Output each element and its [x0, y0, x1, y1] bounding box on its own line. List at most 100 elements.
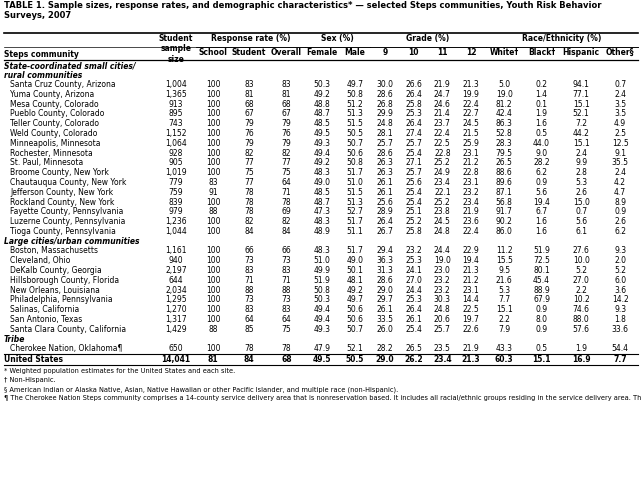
- Text: 19.4: 19.4: [533, 198, 550, 206]
- Text: 22.8: 22.8: [463, 168, 479, 177]
- Text: 25.4: 25.4: [405, 325, 422, 334]
- Text: 52.1: 52.1: [573, 109, 590, 119]
- Text: 3.5: 3.5: [614, 109, 626, 119]
- Text: Fayette County, Pennsylvania: Fayette County, Pennsylvania: [10, 207, 123, 216]
- Text: 26.2: 26.2: [404, 355, 423, 365]
- Text: 24.6: 24.6: [434, 100, 451, 109]
- Text: 5.2: 5.2: [575, 266, 587, 275]
- Text: 64: 64: [281, 315, 291, 324]
- Text: 26.4: 26.4: [405, 90, 422, 99]
- Text: 100: 100: [206, 119, 221, 128]
- Text: 51.3: 51.3: [346, 109, 363, 119]
- Text: 19.0: 19.0: [495, 90, 513, 99]
- Text: 22.5: 22.5: [434, 139, 451, 148]
- Text: 979: 979: [169, 207, 183, 216]
- Text: 71: 71: [281, 276, 291, 285]
- Text: 49.7: 49.7: [346, 295, 363, 305]
- Text: 5.0: 5.0: [498, 80, 510, 89]
- Text: 2.6: 2.6: [614, 217, 626, 226]
- Text: 3.5: 3.5: [614, 100, 626, 109]
- Text: Tioga County, Pennsylvania: Tioga County, Pennsylvania: [10, 227, 116, 236]
- Text: Male: Male: [344, 48, 365, 57]
- Text: 19.9: 19.9: [463, 90, 479, 99]
- Text: 49.7: 49.7: [346, 80, 363, 89]
- Text: 7.7: 7.7: [498, 295, 510, 305]
- Text: 25.3: 25.3: [405, 109, 422, 119]
- Text: 29.9: 29.9: [376, 109, 393, 119]
- Text: 100: 100: [206, 217, 221, 226]
- Text: 100: 100: [206, 129, 221, 138]
- Text: 25.3: 25.3: [405, 256, 422, 265]
- Text: 25.9: 25.9: [463, 139, 479, 148]
- Text: 2.2: 2.2: [498, 315, 510, 324]
- Text: 25.7: 25.7: [405, 168, 422, 177]
- Text: Grade (%): Grade (%): [406, 34, 449, 43]
- Text: 77: 77: [244, 178, 254, 187]
- Text: 50.6: 50.6: [346, 305, 363, 314]
- Text: 50.8: 50.8: [346, 90, 363, 99]
- Text: 29.7: 29.7: [376, 295, 393, 305]
- Text: 100: 100: [206, 285, 221, 294]
- Text: 759: 759: [169, 188, 183, 197]
- Text: 50.5: 50.5: [345, 355, 364, 365]
- Text: 82: 82: [244, 149, 254, 158]
- Text: 50.1: 50.1: [346, 266, 363, 275]
- Text: Teller County, Colorado: Teller County, Colorado: [10, 119, 99, 128]
- Text: 9.1: 9.1: [614, 149, 626, 158]
- Text: 2.5: 2.5: [614, 129, 626, 138]
- Text: 12: 12: [466, 48, 476, 57]
- Text: 24.9: 24.9: [434, 168, 451, 177]
- Text: 11.2: 11.2: [496, 246, 513, 255]
- Text: 100: 100: [206, 198, 221, 206]
- Text: 16.9: 16.9: [572, 355, 590, 365]
- Text: Race/Ethnicity (%): Race/Ethnicity (%): [522, 34, 601, 43]
- Text: 57.6: 57.6: [572, 325, 590, 334]
- Text: 78: 78: [244, 344, 254, 353]
- Text: 29.0: 29.0: [376, 285, 393, 294]
- Text: 27.0: 27.0: [573, 276, 590, 285]
- Text: 76: 76: [281, 129, 291, 138]
- Text: 85: 85: [244, 325, 254, 334]
- Text: 9.0: 9.0: [535, 149, 547, 158]
- Text: 51.5: 51.5: [346, 119, 363, 128]
- Text: 11: 11: [437, 48, 447, 57]
- Text: 23.4: 23.4: [433, 355, 452, 365]
- Text: 100: 100: [206, 246, 221, 255]
- Text: 743: 743: [169, 119, 183, 128]
- Text: 21.3: 21.3: [462, 355, 481, 365]
- Text: 1.6: 1.6: [535, 119, 547, 128]
- Text: 49.2: 49.2: [346, 285, 363, 294]
- Text: 0.2: 0.2: [535, 80, 547, 89]
- Text: 67: 67: [281, 109, 291, 119]
- Text: 48.1: 48.1: [347, 276, 363, 285]
- Text: 5.6: 5.6: [535, 188, 547, 197]
- Text: 22.5: 22.5: [463, 305, 479, 314]
- Text: 50.8: 50.8: [313, 285, 331, 294]
- Text: 50.3: 50.3: [313, 295, 331, 305]
- Text: 47.3: 47.3: [313, 207, 331, 216]
- Text: 14.2: 14.2: [612, 295, 628, 305]
- Text: 100: 100: [206, 159, 221, 167]
- Text: 24.5: 24.5: [463, 119, 479, 128]
- Text: 48.7: 48.7: [313, 109, 331, 119]
- Text: 1,429: 1,429: [165, 325, 187, 334]
- Text: 44.2: 44.2: [573, 129, 590, 138]
- Text: 7.9: 7.9: [498, 325, 510, 334]
- Text: 75: 75: [281, 325, 291, 334]
- Text: 21.4: 21.4: [434, 109, 451, 119]
- Text: 100: 100: [206, 100, 221, 109]
- Text: 81.2: 81.2: [496, 100, 513, 109]
- Text: 66: 66: [281, 246, 291, 255]
- Text: Yuma County, Arizona: Yuma County, Arizona: [10, 90, 94, 99]
- Text: Large cities/urban communities: Large cities/urban communities: [4, 237, 140, 246]
- Text: Response rate (%): Response rate (%): [211, 34, 290, 43]
- Text: St. Paul, Minnesota: St. Paul, Minnesota: [10, 159, 83, 167]
- Text: 33.5: 33.5: [376, 315, 394, 324]
- Text: 1,270: 1,270: [165, 305, 187, 314]
- Text: 42.4: 42.4: [495, 109, 513, 119]
- Text: 22.8: 22.8: [434, 149, 451, 158]
- Text: 24.4: 24.4: [434, 246, 451, 255]
- Text: 1.9: 1.9: [535, 109, 547, 119]
- Text: 15.5: 15.5: [495, 256, 513, 265]
- Text: 23.2: 23.2: [405, 246, 422, 255]
